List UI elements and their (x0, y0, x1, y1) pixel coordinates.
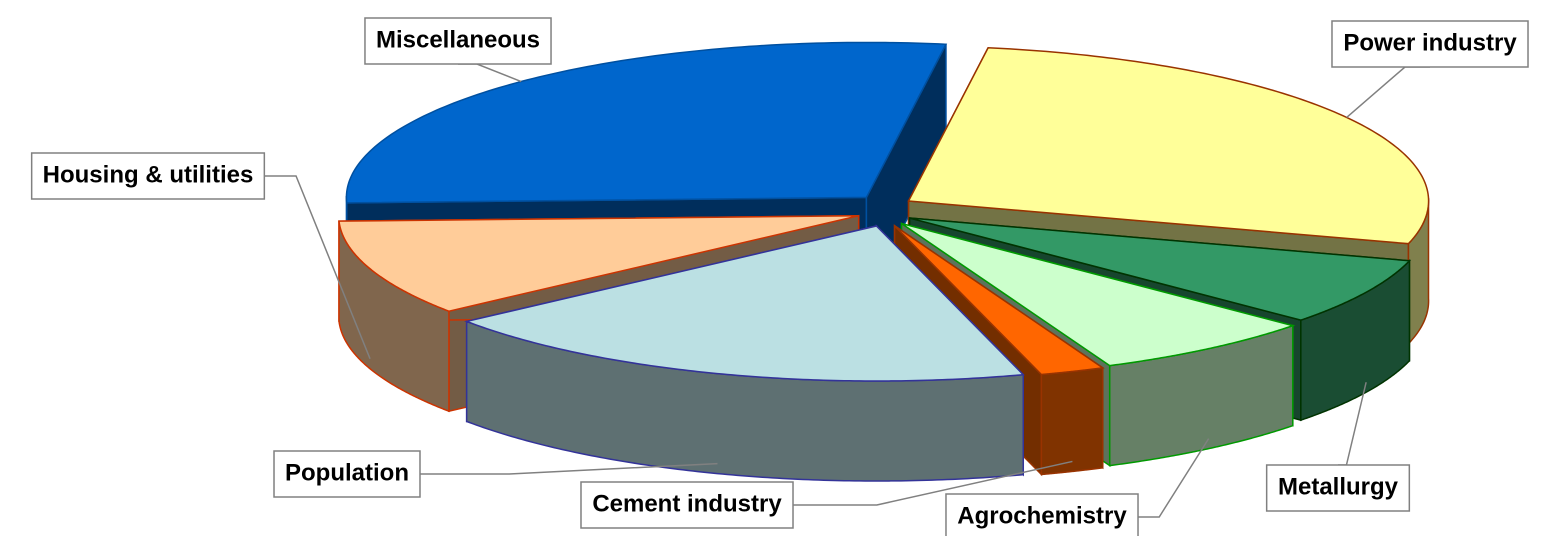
slice-label: Housing & utilities (43, 161, 254, 188)
slice (338, 214, 860, 413)
slice-label: Power industry (1343, 29, 1517, 56)
slice-top (909, 217, 1412, 321)
leader-line (264, 175, 371, 360)
label-box (580, 481, 794, 529)
labels: Miscellaneous Power industry Metallurgy Agr… (30, 17, 1529, 536)
label-box (1331, 20, 1529, 68)
slice-top (464, 225, 1025, 382)
label-box (945, 493, 1139, 536)
leader-line (1346, 66, 1430, 119)
slice-label: Population (285, 459, 409, 486)
slice-label: Miscellaneous (376, 26, 540, 53)
pie (338, 41, 1430, 482)
slice (464, 224, 1025, 482)
slice-label: Agrochemistry (957, 502, 1127, 529)
leader-line (419, 462, 718, 475)
leader-line (793, 460, 1073, 506)
slice-side (1040, 366, 1104, 476)
leader-line (1138, 438, 1210, 518)
label-box (273, 450, 421, 498)
slice-top (345, 41, 948, 204)
slice-label: Metallurgy (1278, 473, 1399, 500)
label-box (30, 152, 266, 200)
leader-line (458, 63, 522, 83)
slice-top (907, 47, 1430, 245)
slice-top (901, 222, 1296, 367)
slice-label: Cement industry (592, 490, 782, 517)
slice-top (338, 214, 859, 312)
slice-top (894, 225, 1105, 376)
label-box (364, 17, 552, 65)
label-box (1265, 464, 1411, 512)
